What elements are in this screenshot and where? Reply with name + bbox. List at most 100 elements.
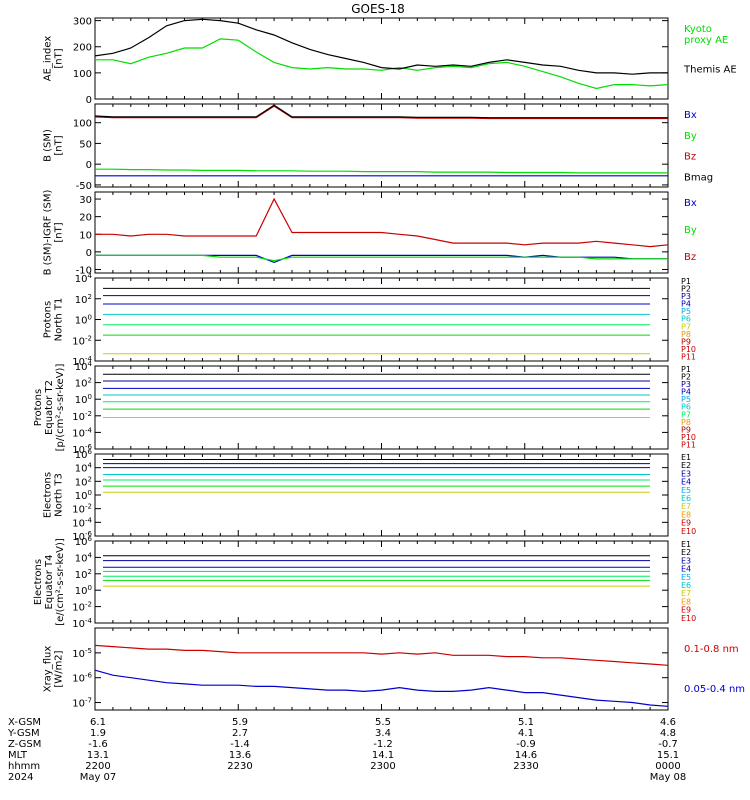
y-tick-label-pn: 102 [75, 293, 92, 306]
y-axis-label-xray: Xray_flux [W/m2] [43, 646, 65, 693]
channel-label-p8: P8 [681, 330, 691, 339]
panel-frame-ee [94, 540, 669, 624]
y-axis-label-line: [e/(cm²-s-sr-keV)] [55, 538, 66, 626]
channel-label-p5: P5 [681, 307, 691, 316]
orbit-value: 2330 [513, 761, 538, 772]
orbit-value: 15.1 [657, 750, 679, 761]
channel-label-p3: P3 [681, 380, 691, 389]
channel-label-e5: E5 [681, 573, 691, 582]
channel-label-p9: P9 [681, 337, 691, 346]
channel-label-e3: E3 [681, 556, 691, 565]
y-tick-label-bsm: 0 [86, 160, 92, 171]
y-tick-label-pe: 102 [75, 377, 92, 390]
y-axis-label-line: B (SM)-IGRF (SM) [43, 190, 54, 276]
orbit-row-label: Z-GSM [8, 739, 41, 750]
channel-label-p4: P4 [681, 300, 691, 309]
orbit-value: 6.1 [90, 717, 106, 728]
y-axis-label-line: Protons [33, 389, 44, 426]
channel-label-e7: E7 [681, 589, 691, 598]
y-tick-label-ae: 300 [73, 17, 92, 28]
orbit-value: 5.5 [375, 717, 391, 728]
orbit-value: 14.1 [372, 750, 394, 761]
y-axis-label-line: [p/(cm²-s-sr-keV)] [55, 364, 66, 452]
channel-label-e7: E7 [681, 502, 691, 511]
channel-label-p2: P2 [681, 373, 691, 382]
y-tick-label-bigrf: 0 [86, 248, 92, 259]
legend-bigrf: Bx [684, 198, 697, 209]
legend-xray-long: 0.1-0.8 nm [684, 644, 739, 655]
y-axis-label-line: Equator T4 [44, 555, 55, 610]
series-line-ae-kyoto-proxy-ae [95, 38, 669, 90]
orbit-value: 4.8 [660, 728, 676, 739]
channel-label-e8: E8 [681, 510, 691, 519]
panel-frame-pe [94, 365, 669, 450]
y-tick-label-en: 10-6 [72, 530, 92, 543]
orbit-row-label: X-GSM [8, 717, 41, 728]
y-tick-label-ee: 10-2 [72, 601, 92, 614]
y-tick-label-pn: 100 [75, 314, 92, 327]
y-axis-label-line: [nT] [54, 222, 65, 242]
y-axis-label-line: [nT] [54, 48, 65, 68]
y-tick-label-xray: 10-6 [72, 672, 92, 685]
y-axis-label-line: Equator T2 [44, 380, 55, 435]
y-tick-label-en: 102 [75, 475, 92, 488]
y-tick-label-ae: 0 [86, 95, 92, 106]
channel-label-e8: E8 [681, 597, 691, 606]
orbit-value: 3.4 [375, 728, 391, 739]
channel-label-p3: P3 [681, 292, 691, 301]
channel-label-p9: P9 [681, 425, 691, 434]
y-axis-label-ae: AE_index [nT] [43, 36, 65, 82]
series-line-xray-0-1-0-8-nm [94, 644, 669, 666]
panel-frame-pn [94, 277, 669, 362]
orbit-value: May 07 [80, 772, 117, 783]
channel-label-p4: P4 [681, 388, 691, 397]
y-axis-label-line: [nT] [54, 135, 65, 155]
y-axis-label-bsm: B (SM) [nT] [43, 129, 65, 162]
legend-bigrf: By [684, 225, 697, 236]
orbit-value: 0000 [655, 761, 680, 772]
orbit-row-label: Y-GSM [7, 728, 40, 739]
orbit-value: 2200 [85, 761, 110, 772]
y-tick-label-bigrf: 20 [79, 213, 92, 224]
channel-label-p11: P11 [681, 440, 696, 449]
legend-ae: proxy AE [684, 35, 728, 46]
y-tick-label-ee: 100 [75, 584, 92, 597]
orbit-value: 14.6 [515, 750, 537, 761]
channel-label-e4: E4 [681, 565, 691, 574]
series-line-bigrf-bz [95, 197, 669, 248]
orbit-value: -1.6 [88, 739, 108, 750]
y-tick-label-pe: 10-2 [72, 410, 92, 423]
legend-bigrf: Bz [684, 252, 696, 263]
channel-label-p7: P7 [681, 322, 691, 331]
y-tick-label-en: 10-4 [72, 516, 92, 529]
y-axis-label-line: Protons [43, 301, 54, 338]
orbit-value: -0.9 [516, 739, 536, 750]
y-tick-label-pe: 104 [75, 360, 93, 373]
legend-ae: Themis AE [683, 65, 737, 76]
y-axis-label-line: Electrons [33, 559, 44, 605]
orbit-row-label: 2024 [8, 772, 33, 783]
channel-label-e6: E6 [681, 581, 691, 590]
channel-label-e2: E2 [681, 461, 691, 470]
legend-bsm: Bmag [684, 172, 713, 183]
plot-title: GOES-18 [351, 2, 405, 16]
channel-label-p6: P6 [681, 403, 691, 412]
orbit-value: 2.7 [232, 728, 248, 739]
y-tick-label-xray: 10-5 [72, 647, 92, 660]
orbit-value: 13.1 [87, 750, 109, 761]
y-tick-label-bigrf: -10 [76, 265, 92, 276]
channel-label-p8: P8 [681, 418, 691, 427]
legend-xray-short: 0.05-0.4 nm [684, 684, 745, 695]
y-axis-label-line: [W/m2] [54, 650, 65, 687]
y-tick-label-en: 10-2 [72, 503, 92, 516]
y-axis-label-ee: Electrons Equator T4 [e/(cm²-s-sr-keV)] [33, 538, 66, 626]
series-line-ae-themis-ae [94, 18, 668, 75]
panel-frame-ae [94, 17, 669, 100]
channel-label-p2: P2 [681, 285, 691, 294]
y-tick-label-ee: 104 [75, 551, 93, 564]
orbit-value: -1.2 [373, 739, 393, 750]
y-axis-label-line: B (SM) [43, 129, 54, 162]
y-axis-label-line: Electrons [43, 472, 54, 518]
y-axis-label-bigrf: B (SM)-IGRF (SM) [nT] [43, 190, 65, 276]
channel-label-p6: P6 [681, 315, 691, 324]
